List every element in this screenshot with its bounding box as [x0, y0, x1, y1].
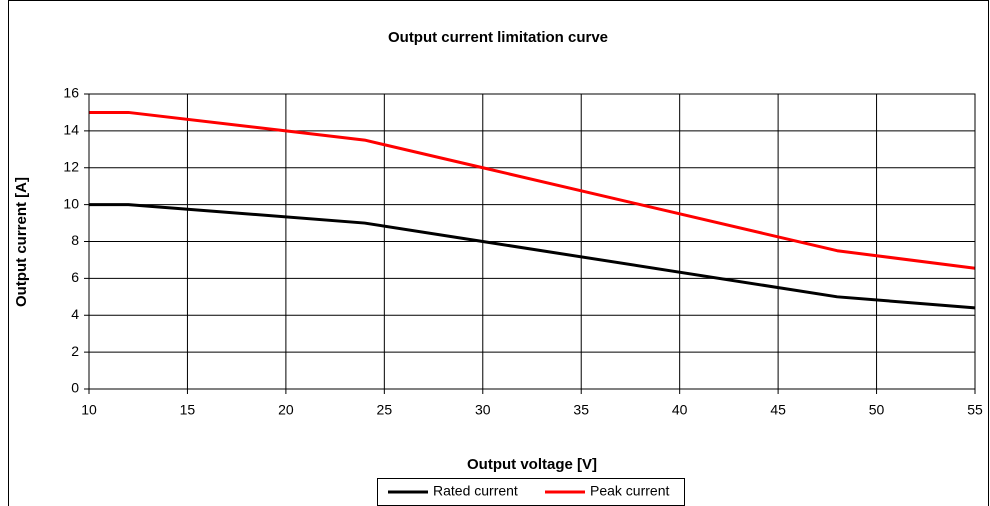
- y-tick-label: 8: [71, 232, 79, 248]
- legend-label: Peak current: [590, 483, 669, 499]
- series-line: [89, 110, 976, 270]
- plot-border: [88, 93, 976, 390]
- plot-lines: [89, 110, 976, 310]
- y-tick-label: 6: [71, 269, 79, 285]
- x-tick-label: 45: [770, 402, 786, 418]
- chart-title: Output current limitation curve: [388, 29, 608, 46]
- y-tick-label: 16: [63, 85, 79, 101]
- y-tick-label: 10: [63, 195, 79, 211]
- x-tick-label: 35: [573, 402, 589, 418]
- x-tick-label: 25: [377, 402, 393, 418]
- x-tick-label: 50: [869, 402, 885, 418]
- y-tick-label: 4: [71, 306, 79, 322]
- series-line: [89, 203, 976, 310]
- x-tick-label: 15: [180, 402, 196, 418]
- legend-label: Rated current: [433, 483, 518, 499]
- y-tick-label: 0: [71, 380, 79, 396]
- y-tick-label: 14: [63, 122, 79, 138]
- y-tick-label: 12: [63, 158, 79, 174]
- legend-box: [377, 478, 685, 506]
- x-tick-label: 55: [967, 402, 983, 418]
- x-tick-label: 30: [475, 402, 491, 418]
- x-tick-label: 20: [278, 402, 294, 418]
- legend: Rated current Peak current: [388, 483, 669, 499]
- y-axis-label: Output current [A]: [13, 177, 30, 307]
- x-tick-label: 10: [81, 402, 97, 418]
- x-tick-label: 40: [672, 402, 688, 418]
- chart-frame: [8, 0, 989, 506]
- x-axis-label: Output voltage [V]: [467, 456, 597, 473]
- y-tick-label: 2: [71, 343, 79, 359]
